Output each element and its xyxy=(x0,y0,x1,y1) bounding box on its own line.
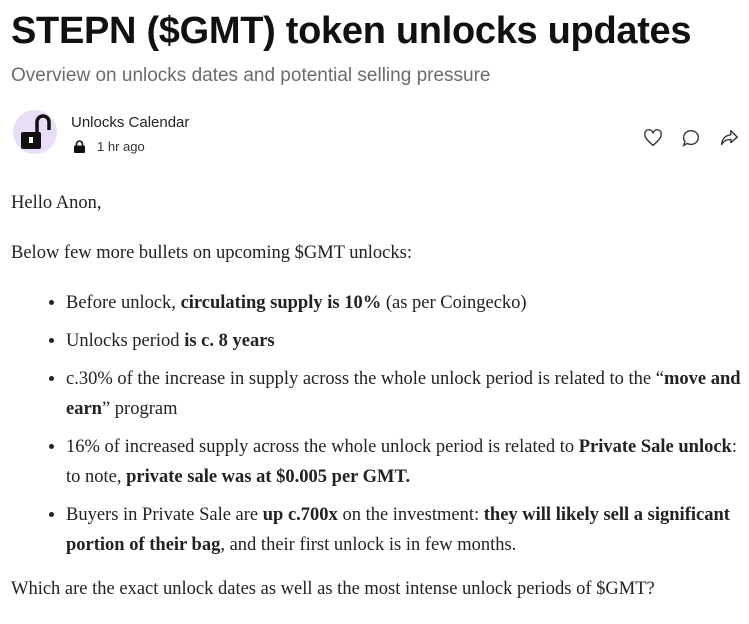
post-actions xyxy=(642,127,740,149)
list-item: c.30% of the increase in supply across t… xyxy=(66,364,741,424)
greeting: Hello Anon, xyxy=(11,193,102,213)
unlock-icon xyxy=(21,114,51,149)
list-item: 16% of increased supply across the whole… xyxy=(66,432,741,492)
bullet-list: Before unlock, circulating supply is 10%… xyxy=(11,288,741,560)
list-item: Buyers in Private Sale are up c.700x on … xyxy=(66,500,741,560)
avatar[interactable] xyxy=(13,110,57,154)
lock-icon xyxy=(74,140,85,153)
like-button[interactable] xyxy=(642,127,664,149)
page-title: STEPN ($GMT) token unlocks updates xyxy=(11,10,692,52)
comment-button[interactable] xyxy=(680,127,702,149)
share-icon xyxy=(720,129,738,146)
author-name[interactable]: Unlocks Calendar xyxy=(71,114,190,131)
page-subtitle: Overview on unlocks dates and potential … xyxy=(11,65,491,86)
question-paragraph: Which are the exact unlock dates as well… xyxy=(11,579,655,599)
comment-icon xyxy=(682,129,700,147)
post-meta: 1 hr ago xyxy=(74,139,145,154)
post-body: Hello Anon, Below few more bullets on up… xyxy=(11,188,741,624)
list-item: Unlocks period is c. 8 years xyxy=(66,326,741,356)
share-button[interactable] xyxy=(718,127,740,149)
list-item: Before unlock, circulating supply is 10%… xyxy=(66,288,741,318)
intro-paragraph: Below few more bullets on upcoming $GMT … xyxy=(11,243,412,263)
post-time: 1 hr ago xyxy=(97,139,145,154)
heart-icon xyxy=(644,129,662,147)
